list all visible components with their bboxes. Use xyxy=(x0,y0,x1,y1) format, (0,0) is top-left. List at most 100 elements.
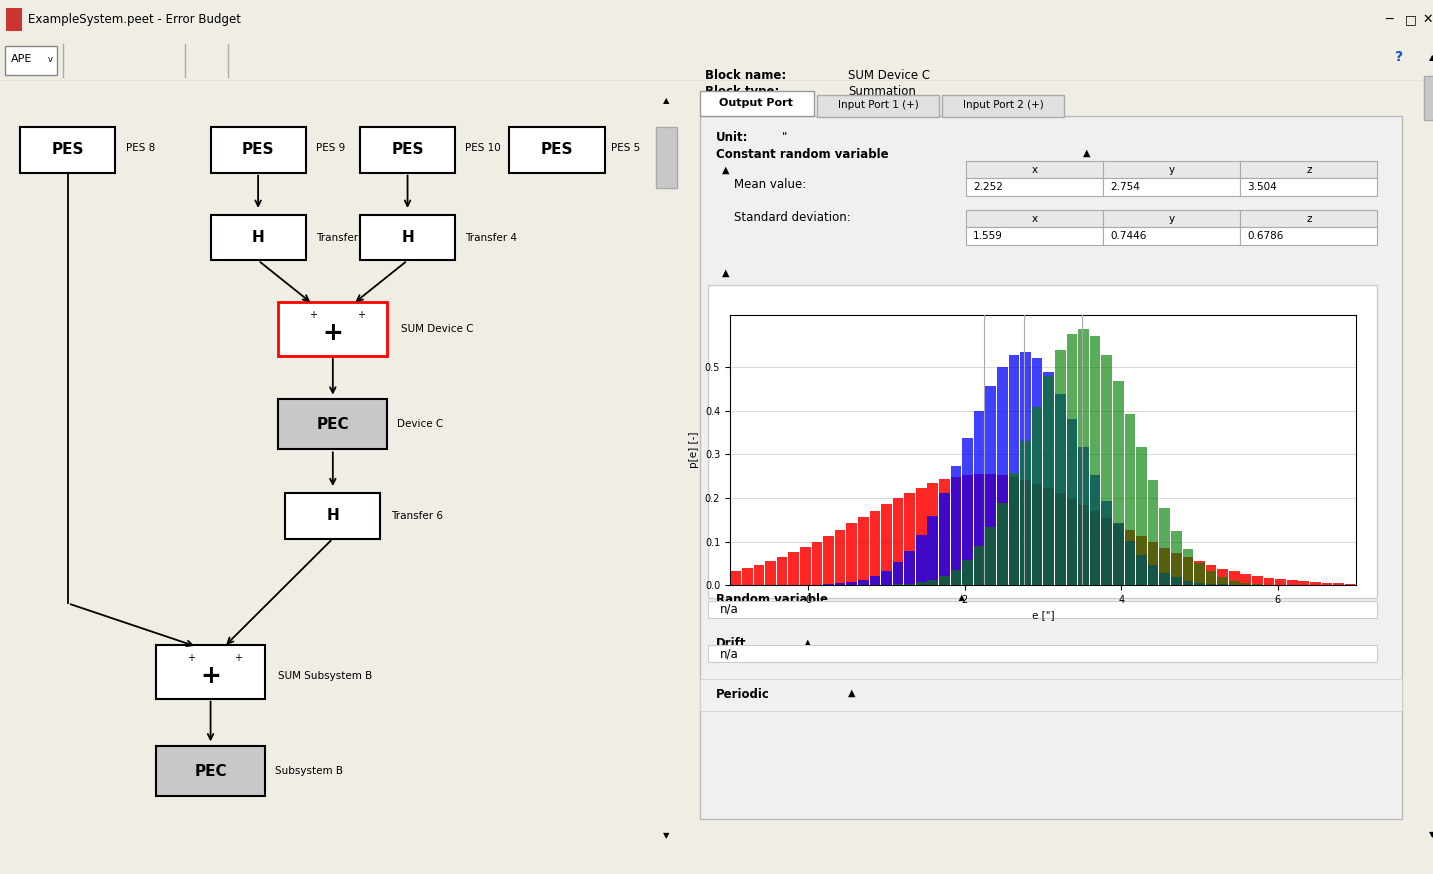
Text: ✕: ✕ xyxy=(1422,13,1433,26)
Bar xyxy=(1171,531,1182,585)
Text: ─: ─ xyxy=(1386,13,1393,26)
Text: PES: PES xyxy=(242,142,274,157)
Text: +: + xyxy=(201,663,221,688)
Text: Drift: Drift xyxy=(716,637,747,650)
Bar xyxy=(997,475,1007,585)
Bar xyxy=(997,367,1007,585)
Bar xyxy=(811,542,823,585)
Bar xyxy=(963,560,973,585)
Text: SUM Device C: SUM Device C xyxy=(848,69,930,82)
Bar xyxy=(1240,210,1377,227)
Text: Block type:: Block type: xyxy=(705,85,780,98)
Bar xyxy=(1148,542,1158,585)
Text: ▼: ▼ xyxy=(1429,830,1433,839)
Bar xyxy=(1171,552,1182,585)
Bar xyxy=(1043,488,1055,585)
Text: 1.559: 1.559 xyxy=(973,232,1003,241)
Bar xyxy=(1205,584,1217,585)
Text: +: + xyxy=(310,310,317,320)
Bar xyxy=(1287,580,1297,585)
Text: ▲: ▲ xyxy=(722,267,729,278)
Text: H: H xyxy=(401,230,414,245)
Bar xyxy=(1066,420,1078,585)
Bar xyxy=(1298,581,1310,585)
Bar xyxy=(1205,572,1217,585)
Bar xyxy=(1043,376,1055,585)
Text: n/a: n/a xyxy=(719,647,738,660)
Bar xyxy=(1241,583,1251,585)
Text: H: H xyxy=(252,230,265,245)
Bar xyxy=(1055,393,1066,585)
Bar xyxy=(1136,447,1146,585)
Bar xyxy=(1344,584,1356,585)
Bar xyxy=(1089,336,1101,585)
Bar xyxy=(754,565,764,585)
Bar xyxy=(510,127,605,173)
Bar xyxy=(1125,531,1135,585)
Bar xyxy=(1275,579,1285,585)
Bar xyxy=(986,386,996,585)
Bar xyxy=(1240,178,1377,196)
Text: Output Port: Output Port xyxy=(719,98,794,108)
Text: ▲: ▲ xyxy=(804,637,811,648)
Bar xyxy=(943,94,1063,117)
Text: Input Port 2 (+): Input Port 2 (+) xyxy=(963,101,1043,110)
Text: 0.6786: 0.6786 xyxy=(1248,232,1284,241)
Bar xyxy=(1230,572,1240,585)
Bar xyxy=(1240,227,1377,246)
Text: x: x xyxy=(1032,164,1037,175)
Bar xyxy=(1078,505,1089,585)
Bar xyxy=(1217,568,1228,585)
Bar xyxy=(1066,499,1078,585)
Bar xyxy=(966,161,1103,178)
X-axis label: e ["]: e ["] xyxy=(1032,610,1055,621)
Text: Subsystem B: Subsystem B xyxy=(275,766,342,776)
Bar xyxy=(285,493,380,538)
Text: ExampleSystem.peet - Error Budget: ExampleSystem.peet - Error Budget xyxy=(29,13,241,26)
Bar xyxy=(1089,475,1101,585)
Bar xyxy=(1252,576,1262,585)
Text: Block name:: Block name: xyxy=(705,69,787,82)
Y-axis label: p[e] [-]: p[e] [-] xyxy=(689,432,699,468)
Bar xyxy=(1113,524,1123,585)
Bar xyxy=(1125,541,1135,585)
Text: ▲: ▲ xyxy=(663,96,669,105)
Bar xyxy=(1194,583,1205,585)
Bar xyxy=(20,127,116,173)
Bar xyxy=(788,552,800,585)
Bar xyxy=(1055,350,1066,585)
Bar xyxy=(360,127,456,173)
Bar xyxy=(1310,582,1321,585)
Bar xyxy=(997,503,1007,585)
Text: n/a: n/a xyxy=(719,603,738,616)
Bar xyxy=(1171,578,1182,585)
Text: Transfer 4: Transfer 4 xyxy=(466,232,517,242)
Text: Mean value:: Mean value: xyxy=(734,177,807,191)
Bar xyxy=(731,571,741,585)
Bar xyxy=(1194,561,1205,585)
Bar xyxy=(870,576,880,585)
Bar xyxy=(1066,334,1078,585)
Bar xyxy=(1032,407,1042,585)
Bar xyxy=(974,411,984,585)
Text: ?: ? xyxy=(1396,50,1403,64)
Bar xyxy=(1240,161,1377,178)
Bar xyxy=(1102,501,1112,585)
Bar xyxy=(1078,447,1089,585)
Bar xyxy=(904,493,914,585)
Bar xyxy=(966,210,1103,227)
Bar xyxy=(156,746,265,795)
Bar xyxy=(708,645,1377,662)
Text: PES 5: PES 5 xyxy=(612,143,641,153)
Text: Unit:: Unit: xyxy=(716,131,748,144)
Text: PES 9: PES 9 xyxy=(315,143,345,153)
Bar xyxy=(699,115,1401,819)
Bar xyxy=(950,467,962,585)
Text: PES: PES xyxy=(391,142,424,157)
Text: PEC: PEC xyxy=(195,764,226,779)
Text: Summation: Summation xyxy=(848,85,916,98)
Bar xyxy=(1103,178,1240,196)
Text: 3.504: 3.504 xyxy=(1248,183,1277,192)
Text: ▼: ▼ xyxy=(663,830,669,840)
Text: Device C: Device C xyxy=(397,420,444,429)
